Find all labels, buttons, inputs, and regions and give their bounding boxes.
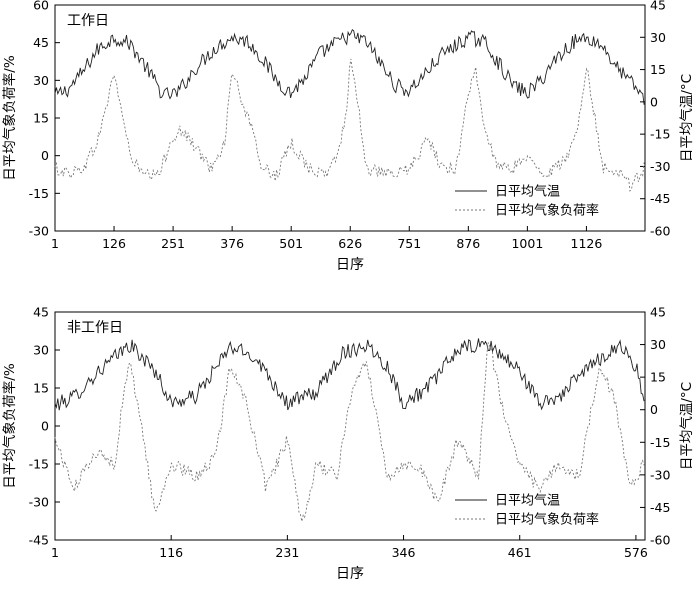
legend-label: 日平均气象负荷率	[495, 203, 599, 219]
series-load-rate-line	[54, 342, 645, 522]
y-left-tick-label: 30	[33, 73, 49, 88]
y-right-axis-label: 日平均气温/°C	[679, 74, 695, 162]
x-tick-label: 876	[456, 236, 480, 251]
legend-label: 日平均气温	[495, 493, 560, 509]
y-right-tick-label: -30	[650, 467, 670, 482]
x-axis-label: 日序	[336, 257, 364, 273]
x-tick-label: 626	[338, 236, 362, 251]
y-left-tick-label: 15	[33, 381, 49, 396]
y-left-tick-label: -30	[29, 224, 49, 239]
y-left-tick-label: 30	[33, 343, 49, 358]
x-tick-label: 346	[392, 545, 416, 560]
y-right-tick-label: 0	[650, 402, 658, 417]
series-temperature-line	[54, 28, 645, 105]
y-right-tick-label: -60	[650, 533, 670, 548]
chart-non-workday: 1 116 231 346 461 576 -45 -30 -15 0 15 30 45 -60 -45 -3…	[1, 305, 695, 583]
y-right-tick-label: -30	[650, 159, 670, 174]
x-tick-label: 1126	[571, 236, 603, 251]
y-left-tick-label: 15	[33, 111, 49, 126]
x-tick-label: 126	[102, 236, 126, 251]
x-tick-label: 376	[220, 236, 244, 251]
y-right-tick-label: 45	[650, 0, 666, 13]
y-left-tick-label: -15	[29, 186, 49, 201]
y-left-tick-label: 0	[41, 148, 49, 163]
y-right-tick-label: -15	[650, 435, 670, 450]
series-temperature-line	[54, 338, 645, 411]
x-tick-label: 116	[159, 545, 183, 560]
x-tick-label: 1001	[511, 236, 543, 251]
panel-label: 工作日	[67, 13, 109, 29]
y-left-tick-label: -45	[29, 533, 49, 548]
y-right-tick-label: -60	[650, 224, 670, 239]
chart-workday: 1 126 251 376 501 626 751 876 1001 1126-30-150153…	[1, 0, 695, 273]
y-left-tick-label: -15	[29, 457, 49, 472]
y-left-tick-label: -30	[29, 495, 49, 510]
y-right-tick-label: 30	[650, 30, 666, 45]
legend-label: 日平均气象负荷率	[495, 512, 599, 528]
x-tick-label: 751	[397, 236, 421, 251]
y-right-tick-label: -45	[650, 500, 670, 515]
series-load-rate-line	[54, 58, 645, 192]
panel-label: 非工作日	[67, 320, 123, 336]
x-tick-label: 576	[624, 545, 648, 560]
x-tick-label: 251	[161, 236, 185, 251]
y-right-tick-label: 15	[650, 370, 666, 385]
y-right-tick-label: 45	[650, 305, 666, 320]
legend-label: 日平均气温	[495, 184, 560, 200]
x-tick-label: 1	[51, 545, 59, 560]
y-left-tick-label: 45	[33, 305, 49, 320]
y-right-tick-label: 15	[650, 62, 666, 77]
y-left-tick-label: 45	[33, 35, 49, 50]
x-axis-label: 日序	[336, 566, 364, 582]
y-right-tick-label: 30	[650, 337, 666, 352]
x-tick-label: 461	[508, 545, 532, 560]
y-right-tick-label: -45	[650, 191, 670, 206]
x-tick-label: 1	[51, 236, 59, 251]
y-right-axis-label: 日平均气温/°C	[679, 382, 695, 470]
x-tick-label: 501	[279, 236, 303, 251]
x-tick-label: 231	[275, 545, 299, 560]
y-left-tick-label: 0	[41, 419, 49, 434]
y-left-axis-label: 日平均气象负荷率/%	[1, 363, 18, 489]
y-right-tick-label: 0	[650, 94, 658, 109]
y-left-tick-label: 60	[33, 0, 49, 13]
y-right-tick-label: -15	[650, 127, 670, 142]
y-left-axis-label: 日平均气象负荷率/%	[1, 55, 18, 181]
